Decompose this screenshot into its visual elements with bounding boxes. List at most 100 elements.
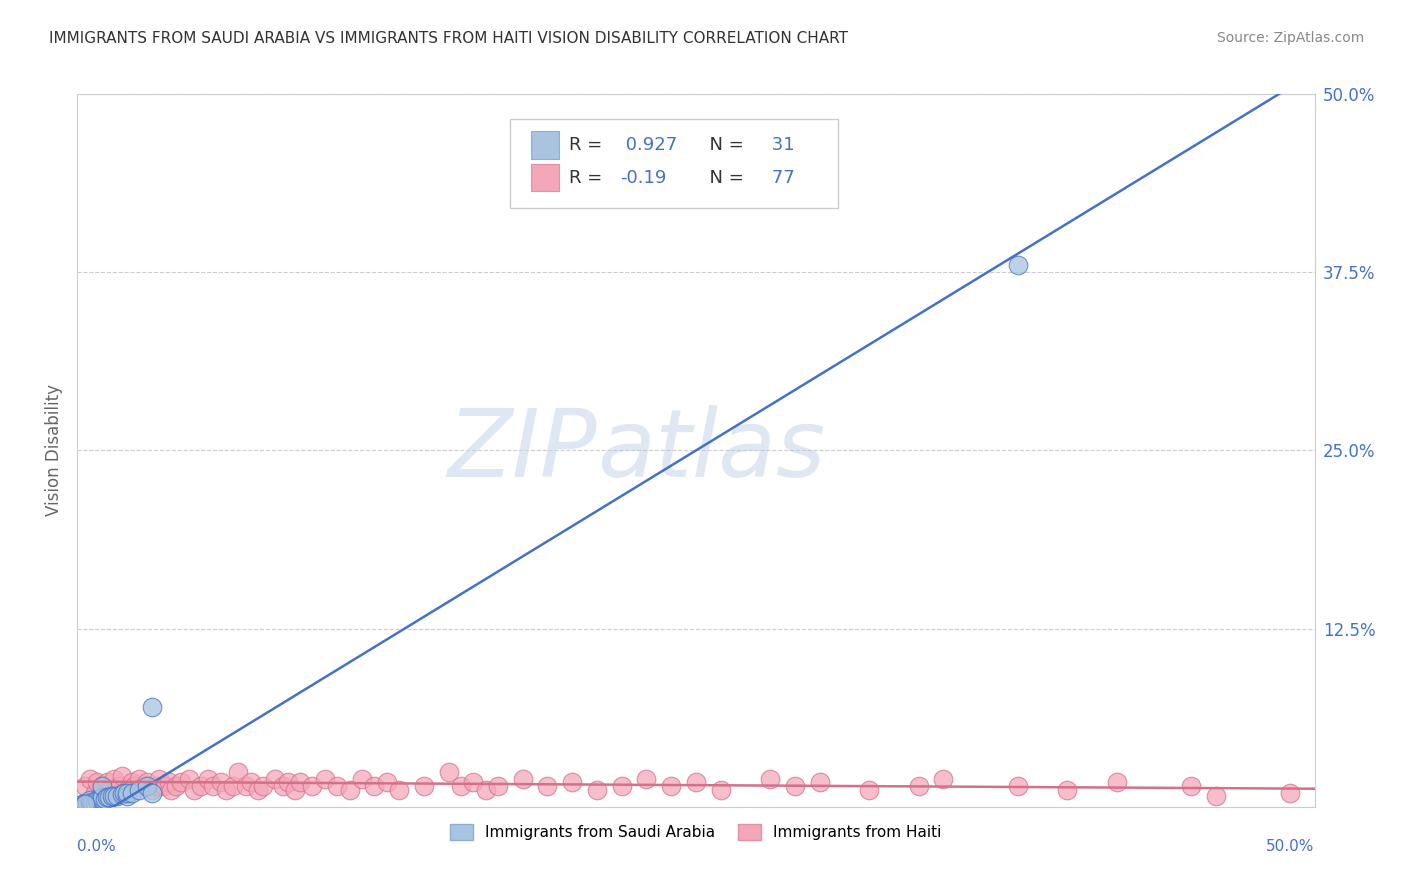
Point xyxy=(83,795,105,809)
Point xyxy=(115,783,138,797)
Point xyxy=(288,774,311,789)
Point xyxy=(73,797,96,812)
Point xyxy=(183,783,205,797)
Point xyxy=(82,795,104,809)
Point xyxy=(135,779,157,793)
Point xyxy=(783,779,806,793)
Point xyxy=(157,774,180,789)
Point xyxy=(388,783,411,797)
Legend: Immigrants from Saudi Arabia, Immigrants from Haiti: Immigrants from Saudi Arabia, Immigrants… xyxy=(444,818,948,846)
Point xyxy=(222,779,245,793)
Point xyxy=(264,772,287,786)
Point xyxy=(610,779,633,793)
Point xyxy=(153,779,176,793)
Point xyxy=(115,786,138,800)
Point xyxy=(83,786,105,800)
FancyBboxPatch shape xyxy=(510,119,838,208)
Text: N =: N = xyxy=(699,169,749,186)
Text: 0.0%: 0.0% xyxy=(77,839,117,855)
Point xyxy=(103,789,125,803)
Point xyxy=(89,791,111,805)
Point xyxy=(79,796,101,810)
Point xyxy=(160,783,183,797)
Point xyxy=(96,774,118,789)
Point xyxy=(91,779,114,793)
Point xyxy=(239,774,262,789)
Point xyxy=(128,772,150,786)
Point xyxy=(91,791,114,805)
Y-axis label: Vision Disability: Vision Disability xyxy=(45,384,63,516)
Point xyxy=(235,779,257,793)
Text: 31: 31 xyxy=(766,136,796,154)
Point xyxy=(96,790,118,805)
Text: R =: R = xyxy=(568,169,607,186)
Point xyxy=(1205,789,1227,803)
Text: 50.0%: 50.0% xyxy=(1267,839,1315,855)
Point xyxy=(271,779,294,793)
Point xyxy=(252,779,274,793)
Point xyxy=(512,772,534,786)
Point xyxy=(1056,783,1078,797)
Point xyxy=(932,772,955,786)
Point xyxy=(586,783,609,797)
Point xyxy=(76,796,98,810)
Point xyxy=(1007,779,1029,793)
Point xyxy=(808,774,831,789)
Text: -0.19: -0.19 xyxy=(620,169,666,186)
Point xyxy=(450,779,472,793)
Point xyxy=(339,783,361,797)
Point xyxy=(108,779,131,793)
Point xyxy=(1180,779,1202,793)
Point xyxy=(636,772,658,786)
Point xyxy=(1105,774,1128,789)
Point xyxy=(79,793,101,807)
Point xyxy=(1007,258,1029,272)
Point xyxy=(115,789,138,803)
Point xyxy=(141,786,163,800)
Point xyxy=(375,774,398,789)
Point xyxy=(209,774,232,789)
Bar xyxy=(531,131,558,159)
Point xyxy=(72,797,94,812)
Point xyxy=(82,796,104,810)
Point xyxy=(128,783,150,797)
Point xyxy=(246,783,269,797)
Text: ZIP: ZIP xyxy=(447,405,598,496)
Point xyxy=(148,772,170,786)
Point xyxy=(226,764,249,779)
Point xyxy=(197,772,219,786)
Point xyxy=(277,774,299,789)
Text: 77: 77 xyxy=(766,169,796,186)
Text: Source: ZipAtlas.com: Source: ZipAtlas.com xyxy=(1216,31,1364,45)
Point xyxy=(121,786,143,800)
Point xyxy=(141,783,163,797)
Point xyxy=(86,793,108,807)
Point xyxy=(122,779,145,793)
Point xyxy=(105,789,128,803)
Text: R =: R = xyxy=(568,136,607,154)
Point xyxy=(301,779,323,793)
Point xyxy=(79,795,101,809)
Point xyxy=(165,779,187,793)
Point xyxy=(685,774,707,789)
Point xyxy=(437,764,460,779)
Point xyxy=(141,700,163,714)
Point xyxy=(190,779,212,793)
Point xyxy=(284,783,307,797)
Point xyxy=(103,772,125,786)
Point xyxy=(215,783,238,797)
Point xyxy=(121,774,143,789)
Point xyxy=(474,783,496,797)
Point xyxy=(759,772,782,786)
Point xyxy=(135,774,157,789)
Point xyxy=(177,772,200,786)
Point xyxy=(111,788,134,802)
Point xyxy=(91,779,114,793)
Point xyxy=(907,779,929,793)
Point xyxy=(561,774,583,789)
Text: 0.927: 0.927 xyxy=(620,136,678,154)
Point xyxy=(98,790,121,805)
Point xyxy=(111,769,134,783)
Point xyxy=(79,772,101,786)
Point xyxy=(101,789,124,803)
